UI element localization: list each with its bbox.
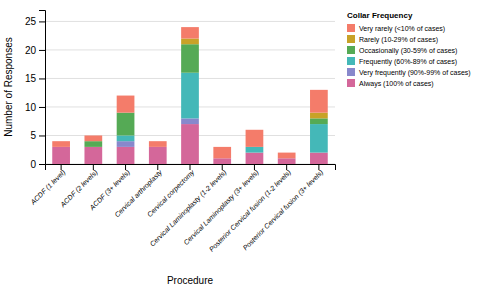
- legend-label: Rarely (10-29% of cases): [359, 36, 438, 44]
- bar-segment: [310, 90, 328, 113]
- x-tick: Posterior Cervical fusion (3+ levels): [241, 164, 325, 252]
- y-tick: 25: [25, 16, 45, 27]
- bar-segment: [149, 141, 167, 147]
- bar-segment: [213, 158, 231, 164]
- legend-item: Very rarely (<10% of cases): [347, 24, 445, 33]
- bar-segment: [52, 141, 70, 147]
- chart: 0 5 10 15 20 25 ACDF (1 level)ACDF (2 levels)A…: [0, 0, 500, 289]
- legend-item: Frequently (60%-89% of cases): [347, 57, 457, 66]
- series: [52, 27, 328, 158]
- bar-segment: [181, 39, 199, 45]
- grid-line: [45, 21, 335, 22]
- bar-segment: [213, 147, 231, 158]
- y-tick: 10: [25, 102, 45, 113]
- bar-segment: [181, 27, 199, 38]
- y-tick: 5: [30, 130, 45, 141]
- legend-label: Always (100% of cases): [359, 80, 434, 88]
- y-tick-label: 5: [30, 130, 36, 141]
- y-tick-label: 20: [25, 45, 37, 56]
- x-tick-label: Posterior Cervical fusion (3+ levels): [241, 168, 325, 252]
- series: [84, 44, 327, 147]
- bar-segment: [117, 96, 135, 113]
- legend-swatch: [347, 79, 355, 87]
- y-tick-label: 15: [25, 73, 37, 84]
- bar-segment: [181, 124, 199, 164]
- bar-segment: [117, 113, 135, 136]
- bar-segment: [181, 118, 199, 124]
- x-axis: ACDF (1 level)ACDF (2 levels)ACDF (3+ le…: [29, 164, 336, 254]
- bar-segment: [310, 113, 328, 119]
- legend-swatch: [347, 24, 355, 32]
- bar-segment: [181, 44, 199, 73]
- bar-segment: [117, 147, 135, 164]
- legend-swatch: [347, 46, 355, 54]
- legend-item: Always (100% of cases): [347, 79, 434, 88]
- y-tick-label: 10: [25, 102, 37, 113]
- y-tick-mark: [39, 21, 45, 22]
- legend-item: Occasionally (30-59% of cases): [347, 46, 457, 55]
- bar-segment: [278, 158, 296, 164]
- legend-swatch: [347, 68, 355, 76]
- legend-swatch: [347, 57, 355, 65]
- legend-item: Rarely (10-29% of cases): [347, 35, 438, 44]
- bar-segment: [278, 153, 296, 159]
- y-axis-title: Number of Responses: [3, 37, 14, 137]
- bar-segment: [52, 147, 70, 164]
- legend-swatch: [347, 35, 355, 43]
- legend-label: Very frequently (90%-99% of cases): [359, 69, 471, 77]
- bars: [52, 27, 328, 164]
- y-axis: 0 5 10 15 20 25: [25, 11, 46, 170]
- legend-label: Very rarely (<10% of cases): [359, 25, 445, 33]
- y-tick-mark: [39, 164, 45, 165]
- y-tick-mark: [39, 78, 45, 79]
- y-tick-mark: [39, 107, 45, 108]
- legend-label: Occasionally (30-59% of cases): [359, 47, 457, 55]
- bar-segment: [84, 135, 102, 141]
- bar-segment: [84, 147, 102, 164]
- series: [181, 39, 328, 119]
- bar-segment: [117, 141, 135, 147]
- series: [117, 73, 328, 153]
- bar-segment: [310, 118, 328, 124]
- legend: Collar Frequency Very rarely (<10% of cas…: [347, 11, 471, 88]
- y-tick-label: 25: [25, 16, 37, 27]
- bar-segment: [84, 141, 102, 147]
- bar-segment: [117, 135, 135, 141]
- y-tick: 20: [25, 45, 45, 56]
- y-tick-mark: [39, 50, 45, 51]
- bar-segment: [181, 73, 199, 119]
- y-tick: 0: [30, 159, 45, 170]
- y-axis-line: [39, 11, 46, 165]
- legend-item: Very frequently (90%-99% of cases): [347, 68, 471, 77]
- bar-segment: [310, 153, 328, 164]
- plot: 0 5 10 15 20 25 ACDF (1 level)ACDF (2 levels)A…: [25, 11, 336, 254]
- bar-segment: [149, 147, 167, 164]
- y-tick-label: 0: [30, 159, 36, 170]
- series: [52, 124, 328, 164]
- bar-segment: [310, 124, 328, 153]
- x-axis-title: Procedure: [167, 275, 214, 286]
- grid: [45, 21, 335, 164]
- y-tick: 15: [25, 73, 45, 84]
- legend-title: Collar Frequency: [347, 11, 413, 20]
- legend-label: Frequently (60%-89% of cases): [359, 58, 457, 66]
- y-tick-mark: [39, 135, 45, 136]
- bar-segment: [246, 153, 264, 164]
- bar-segment: [246, 130, 264, 147]
- bar-segment: [246, 147, 264, 153]
